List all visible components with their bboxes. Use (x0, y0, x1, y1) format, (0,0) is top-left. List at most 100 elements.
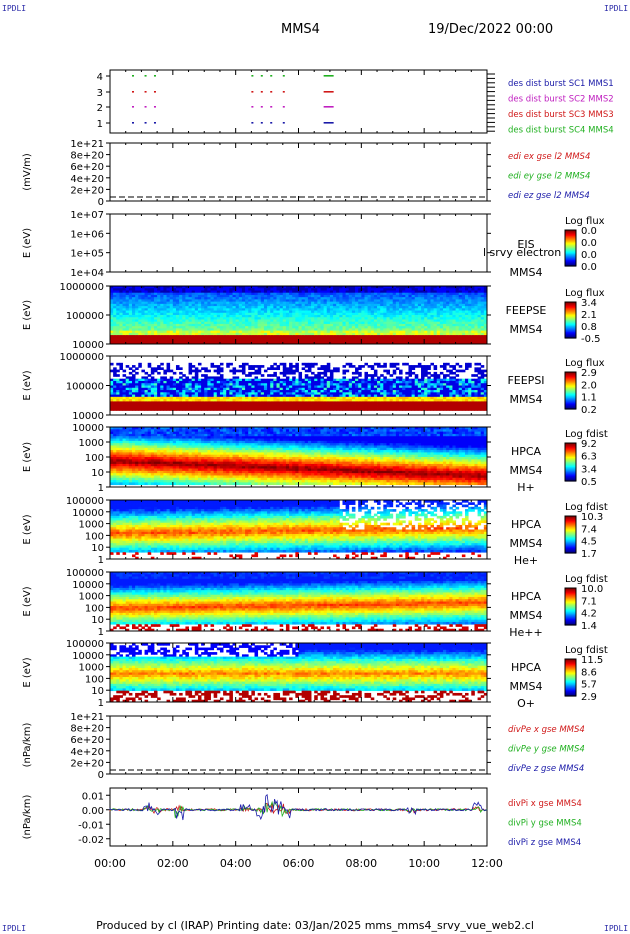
feepsi-panel-cell (201, 392, 205, 395)
feepsi-panel-cell (299, 374, 303, 377)
feepsi-panel-cell (346, 404, 350, 407)
feepsi-panel-cell (189, 397, 193, 400)
feepsi-panel-cell (192, 392, 196, 395)
feepsi-panel-cell (160, 399, 164, 402)
feepsi-panel-cell (330, 392, 334, 395)
feepsi-panel-cell (217, 392, 221, 395)
feepsi-panel-cell (355, 399, 359, 402)
feepsi-panel-cell (167, 401, 171, 404)
feepsi-panel-cell (324, 406, 328, 409)
feepsi-panel-cell (126, 408, 130, 411)
feepsi-panel-cell (245, 397, 249, 400)
feepsi-panel-cell (154, 388, 158, 391)
feepsi-panel-cell (229, 381, 233, 384)
feepsi-panel-cell (361, 365, 365, 368)
feepsi-panel-cell (148, 363, 152, 366)
feepsi-panel-cell (368, 406, 372, 409)
feepsi-panel-cell (364, 381, 368, 384)
feepsi-panel-cell (233, 390, 237, 393)
feepsi-panel-cell (327, 406, 331, 409)
feepsi-panel-cell (176, 386, 180, 389)
feepsi-panel-cell (176, 390, 180, 393)
feepsi-panel-cell (123, 395, 127, 398)
feepsi-panel-cell (255, 370, 259, 373)
feepsi-panel-cell (277, 367, 281, 370)
feepsi-panel-cell (292, 386, 296, 389)
feepsi-panel-cell (349, 397, 353, 400)
feepsi-panel-cell (236, 388, 240, 391)
feepsi-panel-cell (182, 406, 186, 409)
feepsi-panel-cell (352, 395, 356, 398)
feepsi-panel-cell (299, 386, 303, 389)
feepsi-panel-cell (110, 408, 114, 411)
feepsi-panel-cell (336, 408, 340, 411)
feepsi-panel-cell (195, 408, 199, 411)
feepsi-panel-cell (220, 406, 224, 409)
feepsi-panel-cell (195, 397, 199, 400)
feepsi-panel-cell (126, 379, 130, 382)
feepsi-panel-cell (368, 388, 372, 391)
feepsi-panel-cell (239, 392, 243, 395)
feepsi-panel-cell (204, 370, 208, 373)
feepsi-panel-cell (217, 386, 221, 389)
feepsi-panel-cell (157, 383, 161, 386)
feepsi-panel-cell (154, 390, 158, 393)
feepsi-panel-cell (129, 388, 133, 391)
feepsi-panel-cell (135, 406, 139, 409)
feepsi-panel-cell (157, 404, 161, 407)
feepsi-panel-cell (333, 408, 337, 411)
feepsi-panel-cell (245, 408, 249, 411)
edi-panel-tick-label: 6e+20 (70, 162, 104, 173)
feepsi-panel-cell (198, 392, 202, 395)
feepsi-panel-cell (251, 390, 255, 393)
feepsi-panel-cell (248, 379, 252, 382)
feepsi-panel-cell (349, 386, 353, 389)
feepsi-panel-cell (173, 383, 177, 386)
feepsi-panel-cell (320, 401, 324, 404)
feepsi-panel-cell (195, 395, 199, 398)
feepsi-panel-cell (116, 399, 120, 402)
feepsi-panel-cell (333, 406, 337, 409)
feepsi-panel-cell (251, 401, 255, 404)
feepsi-panel-cell (236, 370, 240, 373)
feepsi-panel-cell (154, 383, 158, 386)
feepsi-panel-cell (182, 408, 186, 411)
feepsi-panel-cell (220, 370, 224, 373)
feepsi-panel-cell (245, 383, 249, 386)
feepsi-panel-cell (267, 383, 271, 386)
feepsi-panel-cell (113, 406, 117, 409)
feepsi-panel-cell (289, 399, 293, 402)
feepsi-panel-cell (220, 383, 224, 386)
feepsi-panel-cell (295, 399, 299, 402)
feepsi-panel-cell (220, 388, 224, 391)
feepsi-panel-cell (248, 406, 252, 409)
feepsi-panel-cell (261, 379, 265, 382)
feepsi-panel-cell (305, 395, 309, 398)
feepsi-panel-cell (324, 395, 328, 398)
feepsi-panel-cell (132, 390, 136, 393)
feepsi-panel-cell (154, 399, 158, 402)
feepsi-panel-cell (245, 399, 249, 402)
feepsi-panel-cell (151, 399, 155, 402)
feepsi-panel-cell (308, 397, 312, 400)
feepsi-panel-cell (339, 392, 343, 395)
feepsi-panel-cell (314, 392, 318, 395)
feepsi-panel-cell (280, 395, 284, 398)
feepsi-panel-cell (138, 397, 142, 400)
feepsi-panel-cell (314, 374, 318, 377)
feepsi-panel-cell (173, 401, 177, 404)
feepsi-panel-cell (349, 404, 353, 407)
feepsi-panel-cell (179, 388, 183, 391)
burst-legend-entry: des dist burst SC1 MMS1 (508, 79, 614, 89)
feepsi-panel-cell (286, 399, 290, 402)
feepsi-panel-cell (204, 374, 208, 377)
feepsi-panel-cell (364, 372, 368, 375)
feepsi-panel-cell (148, 406, 152, 409)
feepsi-panel-cell (320, 406, 324, 409)
feepsi-panel-cell (368, 374, 372, 377)
feepsi-panel-cell (336, 379, 340, 382)
feepsi-panel-cell (204, 388, 208, 391)
feepsi-panel-cell (248, 408, 252, 411)
feepsi-panel-cell (207, 390, 211, 393)
feepsi-panel-cell (179, 392, 183, 395)
